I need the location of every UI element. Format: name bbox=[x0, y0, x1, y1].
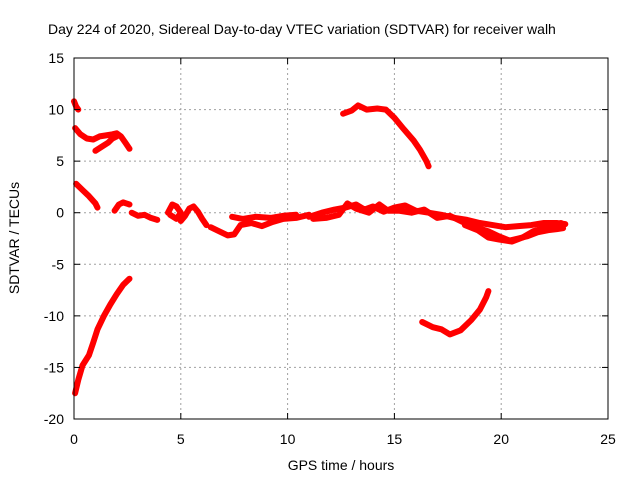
series-arc-5 bbox=[111, 199, 133, 214]
x-axis-label: GPS time / hours bbox=[288, 457, 395, 473]
series-arc-16 bbox=[419, 288, 492, 338]
y-tick-label: 10 bbox=[48, 102, 64, 118]
y-tick-label: 15 bbox=[48, 50, 64, 66]
y-tick-label: -20 bbox=[44, 411, 64, 427]
series-arc-7 bbox=[165, 201, 184, 222]
series-arc-8 bbox=[177, 203, 210, 229]
plot-frame bbox=[73, 57, 609, 420]
y-tick-labels: -20 -15 -10 -5 0 5 10 15 bbox=[44, 50, 64, 427]
y-tick-label: 5 bbox=[56, 153, 64, 169]
y-axis-label: SDTVAR / TECUs bbox=[6, 182, 22, 294]
y-tick-label: 0 bbox=[56, 205, 64, 221]
series-arc-15 bbox=[72, 275, 133, 397]
series-arc-13 bbox=[461, 220, 564, 245]
series-arc-6 bbox=[128, 209, 161, 223]
x-tick-label: 25 bbox=[600, 431, 616, 447]
y-tick-label: -5 bbox=[52, 256, 65, 272]
x-tick-label: 10 bbox=[280, 431, 296, 447]
x-tick-label: 0 bbox=[70, 431, 78, 447]
series-arc-10 bbox=[229, 211, 300, 222]
series-arc-14 bbox=[340, 102, 432, 170]
series-layer bbox=[71, 98, 569, 397]
x-tick-label: 15 bbox=[387, 431, 403, 447]
y-tick-label: -10 bbox=[44, 308, 64, 324]
x-tick-label: 20 bbox=[493, 431, 509, 447]
tick-layer bbox=[73, 57, 609, 420]
series-arc-2 bbox=[72, 125, 133, 152]
y-tick-label: -15 bbox=[44, 359, 64, 375]
series-arc-9 bbox=[207, 211, 312, 239]
series-arc-3 bbox=[92, 133, 120, 154]
x-tick-labels: 0 5 10 15 20 25 bbox=[70, 431, 616, 447]
series-arc-4 bbox=[73, 180, 101, 211]
x-tick-label: 5 bbox=[177, 431, 185, 447]
chart-title: Day 224 of 2020, Sidereal Day-to-day VTE… bbox=[48, 21, 556, 37]
series-arc-1 bbox=[71, 98, 82, 113]
